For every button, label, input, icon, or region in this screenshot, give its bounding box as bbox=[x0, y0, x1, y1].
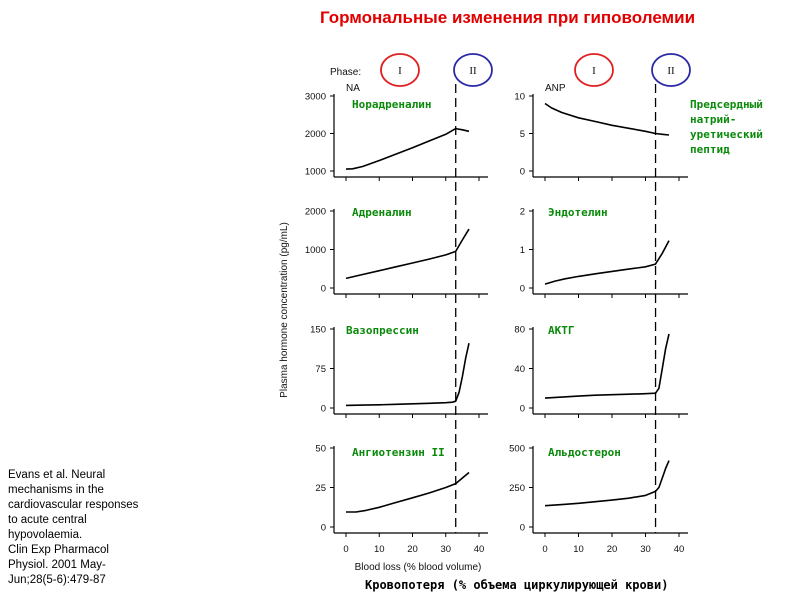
y-tick-label: 75 bbox=[315, 364, 326, 375]
series-line-adr bbox=[345, 228, 470, 280]
x-tick-label: 0 bbox=[542, 544, 547, 555]
citation-line: to acute central bbox=[8, 514, 87, 526]
panel-label-line: натрий- bbox=[690, 113, 736, 126]
phase-1-circle bbox=[574, 53, 614, 87]
citation-line: Jun;28(5-6):479-87 bbox=[8, 574, 106, 586]
phase-2-label: II bbox=[469, 65, 477, 77]
citation-line: Evans et al. Neural bbox=[8, 469, 106, 481]
panel-label: Вазопрессин bbox=[346, 324, 419, 337]
citation: Evans et al. Neural mechanisms in the ca… bbox=[8, 468, 160, 588]
phase-1-label: I bbox=[592, 65, 596, 77]
page-title: Гормональные изменения при гиповолемии bbox=[319, 8, 696, 27]
y-tick-label: 0 bbox=[520, 284, 525, 295]
y-tick-label: 50 bbox=[315, 444, 326, 455]
y-axis-title: Plasma hormone concentration (pg/mL) bbox=[279, 222, 290, 398]
citation-line: cardiovascular responses bbox=[8, 499, 139, 511]
series-line-anp bbox=[544, 102, 670, 136]
blood-loss-axis-caption: Кровопотеря (% объема циркулирующей кров… bbox=[365, 578, 669, 592]
y-tick-label: 0 bbox=[520, 404, 525, 415]
y-tick-label: 500 bbox=[509, 444, 525, 455]
citation-line: mechanisms in the bbox=[8, 484, 104, 496]
citation-line: hypovolaemia. bbox=[8, 529, 83, 541]
y-tick-label: 1000 bbox=[305, 245, 326, 256]
x-tick-label: 10 bbox=[374, 544, 385, 555]
y-tick-label: 0 bbox=[520, 167, 525, 178]
y-tick-label: 3000 bbox=[305, 92, 326, 103]
panel-label-line: пептид bbox=[690, 143, 730, 156]
y-tick-label: 0 bbox=[321, 523, 326, 534]
series-line-vaso bbox=[345, 343, 470, 407]
y-tick-label: 25 bbox=[315, 483, 326, 494]
x-tick-label: 20 bbox=[407, 544, 418, 555]
citation-line: Physiol. 2001 May- bbox=[8, 559, 106, 571]
y-tick-label: 80 bbox=[514, 325, 525, 336]
panel-label: Альдостерон bbox=[548, 446, 621, 459]
x-axis-title: Blood loss (% blood volume) bbox=[355, 562, 482, 573]
panel-angio: 0 25 50 0 10 20 30 40 Ангиотензин II bbox=[315, 444, 488, 555]
phase-2-circle bbox=[651, 53, 691, 87]
y-tick-label: 5 bbox=[520, 129, 525, 140]
panel-label-line: Предсердный bbox=[690, 98, 763, 111]
y-tick-label: 0 bbox=[321, 404, 326, 415]
panel-aldo: 0 250 500 0 10 20 30 40 Альдостерон bbox=[509, 444, 688, 555]
panel-label: Норадреналин bbox=[352, 98, 431, 111]
phase-2-label: II bbox=[667, 65, 675, 77]
y-tick-label: 1000 bbox=[305, 167, 326, 178]
panel-label: Эндотелин bbox=[548, 206, 608, 219]
x-tick-label: 20 bbox=[607, 544, 618, 555]
x-tick-label: 0 bbox=[343, 544, 348, 555]
citation-line: Clin Exp Pharmacol bbox=[8, 544, 109, 556]
y-tick-label: 1 bbox=[520, 245, 525, 256]
phase-1-label: I bbox=[398, 65, 402, 77]
x-tick-label: 30 bbox=[640, 544, 651, 555]
phase-label: Phase: bbox=[330, 67, 361, 78]
panel-na: 1000 2000 3000 NA Норадреналин bbox=[305, 83, 488, 181]
panel-vaso: 0 75 150 Вазопрессин bbox=[310, 324, 488, 418]
series-line-na bbox=[345, 127, 470, 170]
x-tick-label: 30 bbox=[440, 544, 451, 555]
series-line-endo bbox=[544, 240, 670, 285]
y-tick-label: 2000 bbox=[305, 129, 326, 140]
y-tick-label: 0 bbox=[520, 523, 525, 534]
phase-1-circle bbox=[380, 53, 420, 87]
panel-label-line: уретический bbox=[690, 128, 763, 141]
phase-2-circle bbox=[453, 53, 493, 87]
series-line-aldo bbox=[544, 460, 670, 507]
y-tick-label: 2000 bbox=[305, 207, 326, 218]
panel-adr: 0 1000 2000 Адреналин bbox=[305, 206, 488, 298]
y-tick-label: 150 bbox=[310, 325, 326, 336]
panel-label: Адреналин bbox=[352, 206, 412, 219]
x-tick-label: 40 bbox=[674, 544, 685, 555]
y-tick-label: 250 bbox=[509, 483, 525, 494]
panel-anp: 0 5 10 ANP Предсердный натрий-уретический пепт… bbox=[514, 83, 763, 181]
panel-actg: 0 40 80 АКТГ bbox=[514, 324, 688, 418]
series-line-actg bbox=[544, 333, 670, 399]
x-tick-label: 40 bbox=[474, 544, 485, 555]
y-tick-label: 40 bbox=[514, 364, 525, 375]
panel-label: Ангиотензин II bbox=[352, 446, 445, 459]
panel-abbr: NA bbox=[346, 83, 360, 94]
y-tick-label: 10 bbox=[514, 92, 525, 103]
panel-label: Предсердный натрий-уретический пептид bbox=[690, 98, 763, 156]
panel-label: АКТГ bbox=[548, 324, 575, 337]
panel-abbr: ANP bbox=[545, 83, 566, 94]
series-line-angio bbox=[346, 471, 470, 513]
y-tick-label: 2 bbox=[520, 207, 525, 218]
y-tick-label: 0 bbox=[321, 284, 326, 295]
panel-endo: 0 1 2 Эндотелин bbox=[520, 206, 688, 298]
x-tick-label: 10 bbox=[573, 544, 584, 555]
